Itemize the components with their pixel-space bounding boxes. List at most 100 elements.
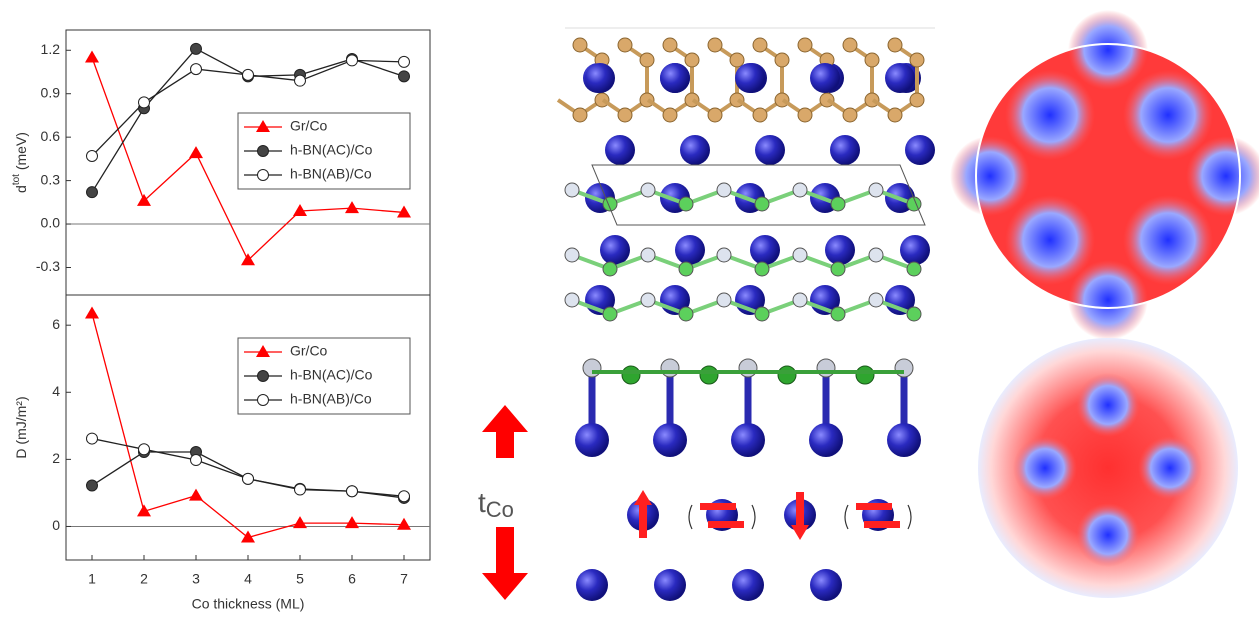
atom bbox=[572, 107, 588, 123]
marker bbox=[138, 96, 150, 109]
spin-arrow bbox=[708, 521, 744, 528]
legend-label: h-BN(AB)/Co bbox=[290, 166, 372, 182]
atom bbox=[564, 247, 580, 263]
y-tick-label: 4 bbox=[52, 383, 60, 399]
x-axis-label: Co thickness (ML) bbox=[192, 596, 305, 612]
atom bbox=[699, 365, 719, 385]
atom bbox=[792, 247, 808, 263]
marker bbox=[86, 149, 98, 162]
marker bbox=[346, 54, 358, 67]
atom bbox=[707, 107, 723, 123]
bond bbox=[571, 187, 915, 207]
marker bbox=[346, 485, 358, 498]
marker bbox=[190, 454, 202, 467]
x-tick-label: 7 bbox=[400, 571, 408, 587]
marker bbox=[242, 68, 254, 81]
atom bbox=[797, 107, 813, 123]
atom bbox=[660, 358, 680, 378]
legend-label: h-BN(AB)/Co bbox=[290, 391, 372, 407]
y-tick-label: 0.3 bbox=[41, 171, 61, 187]
x-tick-label: 3 bbox=[192, 571, 200, 587]
marker bbox=[293, 516, 307, 529]
atom bbox=[602, 306, 618, 322]
marker bbox=[190, 42, 202, 55]
atom bbox=[660, 63, 690, 93]
atom bbox=[810, 569, 842, 601]
atom bbox=[731, 423, 765, 457]
atom bbox=[640, 247, 656, 263]
y-axis-label-part: tot bbox=[11, 174, 22, 185]
marker bbox=[86, 479, 98, 492]
marker bbox=[345, 516, 359, 529]
marker bbox=[293, 204, 307, 217]
y-tick-label: 6 bbox=[52, 316, 60, 332]
atom bbox=[575, 423, 609, 457]
atom bbox=[653, 423, 687, 457]
atom bbox=[707, 37, 723, 53]
atom bbox=[909, 52, 925, 68]
atom bbox=[754, 196, 770, 212]
atom bbox=[716, 247, 732, 263]
plot-frame bbox=[65, 294, 431, 561]
spin-texture-bottom bbox=[978, 338, 1238, 598]
y-axis-label-part: (meV) bbox=[13, 132, 29, 174]
atom bbox=[754, 261, 770, 277]
atom bbox=[752, 107, 768, 123]
paren bbox=[844, 504, 912, 530]
marker bbox=[137, 504, 151, 517]
marker bbox=[137, 193, 151, 206]
atom bbox=[887, 423, 921, 457]
crystal-structure bbox=[556, 27, 935, 601]
spin-arrow bbox=[791, 492, 809, 540]
atom bbox=[602, 261, 618, 277]
atom bbox=[582, 358, 602, 378]
legend-marker bbox=[256, 345, 270, 357]
legend-marker bbox=[257, 169, 269, 181]
atom bbox=[662, 107, 678, 123]
atom bbox=[564, 292, 580, 308]
atom bbox=[868, 182, 884, 198]
atom bbox=[678, 306, 694, 322]
y-tick-label: 0 bbox=[52, 517, 60, 533]
atom bbox=[825, 235, 855, 265]
legend-label: h-BN(AC)/Co bbox=[290, 142, 373, 158]
marker bbox=[397, 517, 411, 530]
legend-marker bbox=[257, 370, 269, 382]
x-tick-label: 2 bbox=[140, 571, 148, 587]
marker bbox=[398, 490, 410, 503]
atom bbox=[678, 261, 694, 277]
atom bbox=[855, 365, 875, 385]
y-tick-label: 0.0 bbox=[41, 215, 61, 231]
y-axis-label-part: d bbox=[13, 185, 29, 193]
atom bbox=[809, 423, 843, 457]
marker bbox=[138, 443, 150, 456]
atom bbox=[830, 261, 846, 277]
x-tick-label: 5 bbox=[296, 571, 304, 587]
spin-texture-top bbox=[950, 10, 1259, 340]
atom bbox=[564, 182, 580, 198]
atom bbox=[830, 135, 860, 165]
marker bbox=[85, 306, 99, 319]
atom bbox=[617, 37, 633, 53]
legend-label: h-BN(AC)/Co bbox=[290, 367, 373, 383]
atom bbox=[905, 135, 935, 165]
atom bbox=[732, 569, 764, 601]
atom bbox=[738, 358, 758, 378]
atom bbox=[816, 358, 836, 378]
y-axis-label: D (mJ/m²) bbox=[13, 396, 29, 458]
atom bbox=[810, 63, 840, 93]
thickness-arrows: tCo bbox=[478, 405, 528, 600]
marker bbox=[189, 488, 203, 501]
marker bbox=[86, 186, 98, 199]
atom bbox=[729, 52, 745, 68]
atom bbox=[755, 135, 785, 165]
atom bbox=[864, 52, 880, 68]
y-tick-label: -0.3 bbox=[36, 258, 60, 274]
atom bbox=[906, 306, 922, 322]
marker bbox=[241, 253, 255, 266]
atom bbox=[750, 235, 780, 265]
legend-label: Gr/Co bbox=[290, 118, 328, 134]
atom bbox=[842, 107, 858, 123]
spin-arrow bbox=[864, 521, 900, 528]
x-tick-label: 4 bbox=[244, 571, 252, 587]
